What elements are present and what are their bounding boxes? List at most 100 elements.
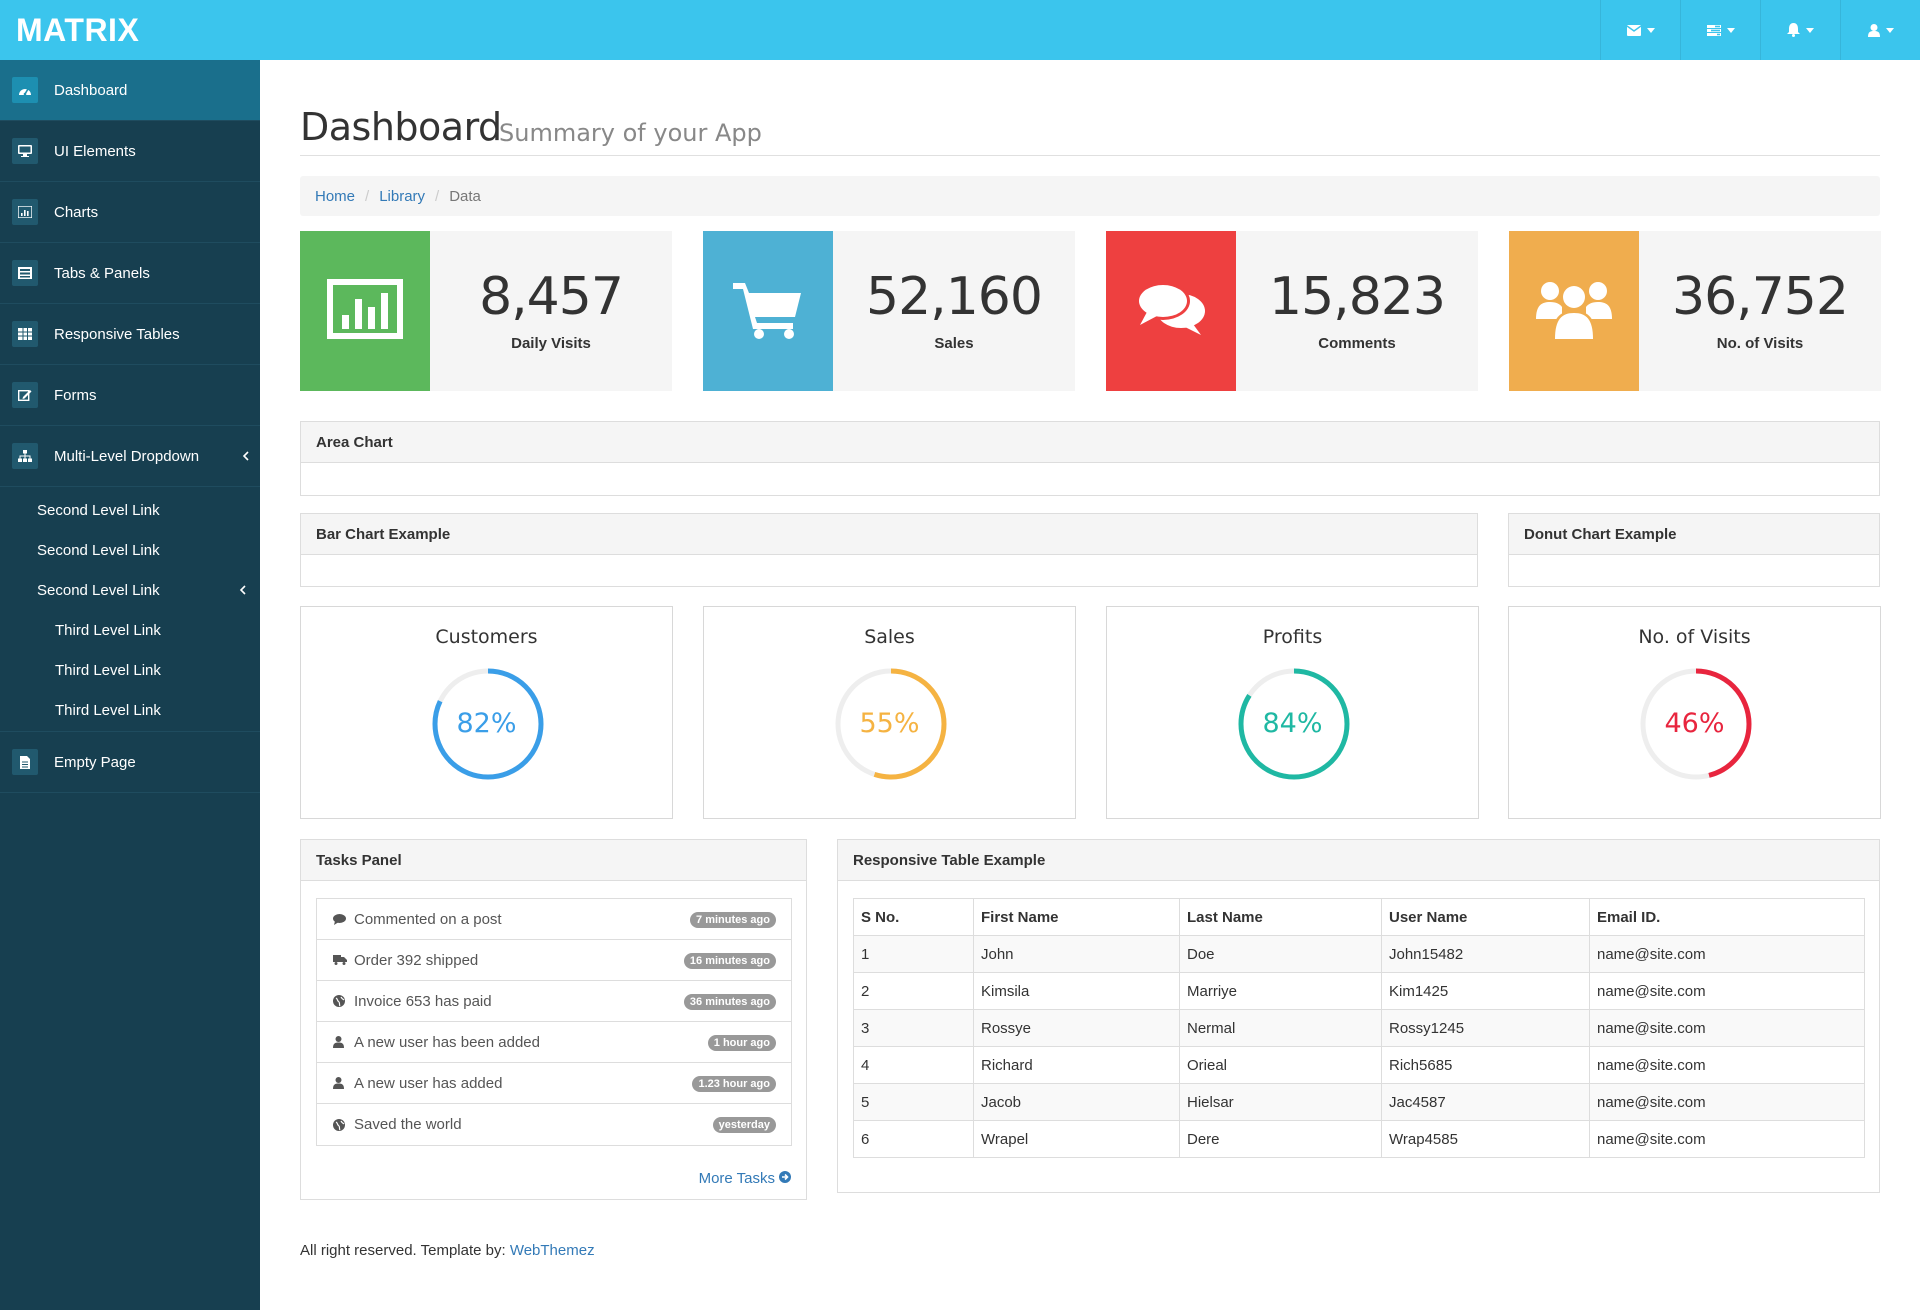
edit-icon (12, 382, 38, 408)
gauge-progress-arc (1238, 668, 1350, 780)
table-cell: 2 (853, 972, 974, 1010)
sidebar-item-label: Charts (54, 203, 99, 221)
tasks-list: Commented on a post 7 minutes ago Order … (316, 898, 792, 1146)
tasks-dropdown[interactable] (1680, 0, 1760, 60)
sidebar-item-forms[interactable]: Forms (0, 365, 260, 426)
table-cell: name@site.com (1589, 1046, 1865, 1084)
comment-icon (333, 913, 347, 925)
user-icon (333, 1077, 347, 1089)
top-navbar: MATRIX (0, 0, 1920, 60)
table-cell: name@site.com (1589, 1009, 1865, 1047)
sidebar-item-dashboard[interactable]: Dashboard (0, 60, 260, 121)
page-header: Dashboard Summary of your App (300, 105, 1880, 156)
table-row[interactable]: 2 Kimsila Marriye Kim1425 name@site.com (853, 972, 1865, 1010)
top-nav-icons (1600, 0, 1920, 60)
messages-dropdown[interactable] (1600, 0, 1680, 60)
sidebar-second-level-link[interactable]: Second Level Link (37, 501, 160, 519)
sidebar-item-label: Responsive Tables (54, 325, 180, 343)
donut-chart-panel: Donut Chart Example (1508, 513, 1880, 587)
sitemap-icon (12, 443, 38, 469)
gauge-title: No. of Visits (1638, 626, 1751, 648)
breadcrumb-separator: / (435, 187, 440, 205)
gauge-ring (835, 668, 947, 780)
gauge-ring (432, 668, 544, 780)
desktop-icon (12, 138, 38, 164)
table-cell: Richard (973, 1046, 1180, 1084)
task-time-badge: 1 hour ago (707, 1035, 776, 1051)
table-cell: Kim1425 (1381, 972, 1590, 1010)
sidebar-second-level-link[interactable]: Second Level Link (37, 541, 160, 559)
task-item[interactable]: Order 392 shipped 16 minutes ago (317, 940, 791, 981)
stat-value: 15,823 (1269, 267, 1446, 327)
table-cell: Orieal (1179, 1046, 1382, 1084)
task-item[interactable]: Commented on a post 7 minutes ago (317, 899, 791, 940)
gauge-value: 84% (1262, 708, 1323, 739)
bar-chart-icon (327, 278, 403, 344)
column-header[interactable]: User Name (1381, 898, 1590, 936)
sidebar-second-level-link[interactable]: Second Level Link (0, 570, 260, 610)
sidebar-item-multi-level-dropdown[interactable]: Multi-Level Dropdown (0, 426, 260, 487)
sidebar-item-label: Tabs & Panels (54, 264, 150, 282)
comments-icon (1135, 279, 1207, 344)
gauge-card-customers: Customers 82% (300, 606, 673, 819)
breadcrumb-library[interactable]: Library (379, 187, 426, 205)
gauge-value: 82% (456, 708, 517, 739)
bar-chart-panel: Bar Chart Example (300, 513, 1478, 587)
sidebar-item-empty-page[interactable]: Empty Page (0, 732, 260, 793)
more-tasks-link[interactable]: More Tasks (699, 1170, 791, 1187)
chevron-left-icon (242, 448, 250, 468)
user-dropdown[interactable] (1840, 0, 1920, 60)
table-row[interactable]: 3 Rossye Nermal Rossy1245 name@site.com (853, 1009, 1865, 1047)
table-header-row: S No. First Name Last Name User Name Ema… (853, 898, 1865, 936)
caret-down-icon (1646, 27, 1655, 33)
task-item[interactable]: A new user has been added 1 hour ago (317, 1022, 791, 1063)
breadcrumb-home[interactable]: Home (315, 187, 356, 205)
column-header[interactable]: Email ID. (1589, 898, 1865, 936)
table-row[interactable]: 5 Jacob Hielsar Jac4587 name@site.com (853, 1083, 1865, 1121)
sidebar-item-charts[interactable]: Charts (0, 182, 260, 243)
brand-logo[interactable]: MATRIX (16, 12, 140, 48)
sidebar-third-level-link[interactable]: Third Level Link (55, 661, 161, 679)
user-icon (333, 1036, 347, 1048)
table-row[interactable]: 1 John Doe John15482 name@site.com (853, 935, 1865, 973)
task-item[interactable]: A new user has added 1.23 hour ago (317, 1063, 791, 1104)
table-cell: Wrapel (973, 1120, 1180, 1158)
sidebar-third-level-link[interactable]: Third Level Link (55, 701, 161, 719)
column-header[interactable]: First Name (973, 898, 1180, 936)
gauge-value: 55% (859, 708, 920, 739)
sidebar-third-level-link[interactable]: Third Level Link (55, 621, 161, 639)
table-cell: 4 (853, 1046, 974, 1084)
column-header[interactable]: S No. (853, 898, 974, 936)
page-title: Dashboard (300, 105, 502, 149)
sidebar-item-ui-elements[interactable]: UI Elements (0, 121, 260, 182)
table-cell: Jac4587 (1381, 1083, 1590, 1121)
table-cell: name@site.com (1589, 1083, 1865, 1121)
table-cell: 5 (853, 1083, 974, 1121)
panel-heading: Responsive Table Example (838, 840, 1879, 881)
sidebar-item-tabs-panels[interactable]: Tabs & Panels (0, 243, 260, 304)
stat-label: Comments (1318, 335, 1396, 352)
breadcrumb: Home / Library / Data (300, 176, 1880, 216)
responsive-table-panel: Responsive Table Example S No. First Nam… (837, 839, 1880, 1193)
table-row[interactable]: 4 Richard Orieal Rich5685 name@site.com (853, 1046, 1865, 1084)
table-cell: name@site.com (1589, 1120, 1865, 1158)
gauge-card-profits: Profits 84% (1106, 606, 1479, 819)
table-row[interactable]: 6 Wrapel Dere Wrap4585 name@site.com (853, 1120, 1865, 1158)
alerts-dropdown[interactable] (1760, 0, 1840, 60)
sidebar-item-responsive-tables[interactable]: Responsive Tables (0, 304, 260, 365)
stat-value: 36,752 (1672, 267, 1849, 327)
table-icon (12, 321, 38, 347)
page-subtitle: Summary of your App (499, 119, 762, 147)
table-cell: name@site.com (1589, 935, 1865, 973)
panel-heading: Donut Chart Example (1509, 514, 1879, 555)
task-time-badge: 7 minutes ago (690, 912, 776, 928)
task-item[interactable]: Invoice 653 has paid 36 minutes ago (317, 981, 791, 1022)
caret-down-icon (1806, 27, 1814, 33)
footer-link[interactable]: WebThemez (509, 1242, 595, 1259)
column-header[interactable]: Last Name (1179, 898, 1382, 936)
gauge-ring (1238, 668, 1350, 780)
table-cell: Jacob (973, 1083, 1180, 1121)
table-cell: Kimsila (973, 972, 1180, 1010)
stat-label: Daily Visits (511, 335, 591, 352)
task-item[interactable]: Saved the world yesterday (317, 1104, 791, 1145)
